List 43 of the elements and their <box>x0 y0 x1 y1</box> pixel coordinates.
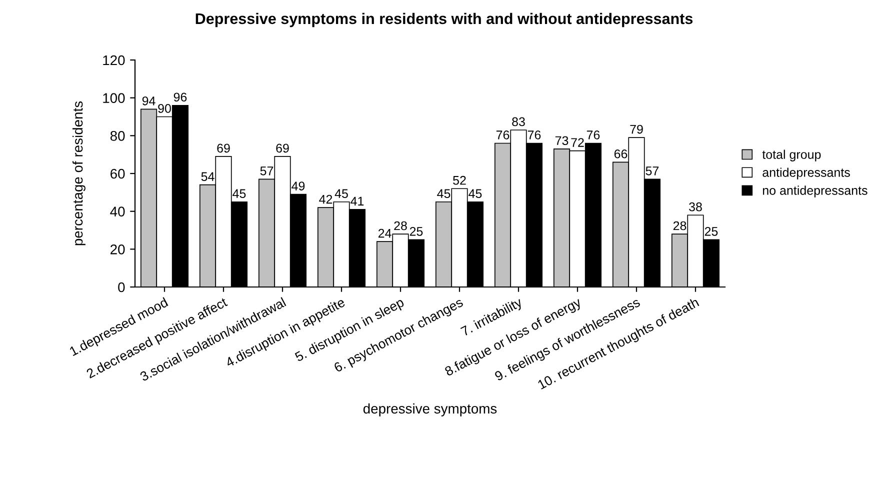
y-tick-label: 40 <box>110 206 125 217</box>
data-label: 41 <box>350 196 364 206</box>
data-label: 76 <box>586 130 600 140</box>
data-label: 66 <box>614 149 628 158</box>
data-label: 90 <box>158 104 171 113</box>
data-label: 73 <box>555 136 568 146</box>
data-label: 49 <box>292 182 305 190</box>
data-label: 69 <box>217 144 230 153</box>
data-label: 83 <box>512 117 525 126</box>
data-label: 57 <box>646 166 659 176</box>
y-tick-label: 80 <box>110 131 125 141</box>
data-label: 45 <box>437 189 450 198</box>
data-label: 69 <box>276 144 289 153</box>
data-label: 25 <box>704 226 718 236</box>
data-label: 76 <box>496 130 510 140</box>
data-label: 76 <box>528 130 541 140</box>
data-label: 45 <box>334 189 348 198</box>
y-tick-label: 20 <box>110 244 125 254</box>
y-tick-label: 120 <box>103 55 125 66</box>
data-label: 79 <box>630 124 643 134</box>
y-tick-label: 100 <box>103 93 125 104</box>
data-label: 25 <box>410 226 423 236</box>
legend-label: total group <box>762 150 821 162</box>
data-label: 28 <box>394 221 407 230</box>
data-label: 42 <box>319 194 332 204</box>
data-label: 96 <box>174 92 187 102</box>
data-label: 57 <box>260 166 274 176</box>
chart-title: Depressive symptoms in residents with and without antidepressants <box>196 12 693 28</box>
y-axis-title: percentage of residents <box>72 101 86 246</box>
data-label: 24 <box>378 228 392 238</box>
data-label: 52 <box>453 176 466 185</box>
y-tick-label: 0 <box>118 282 125 292</box>
data-label: 94 <box>142 96 156 106</box>
data-label: 45 <box>232 189 246 198</box>
data-label: 54 <box>201 172 214 181</box>
data-label: 38 <box>689 202 702 212</box>
data-label: 72 <box>571 138 584 147</box>
legend-label: antidepressants <box>762 168 850 180</box>
legend-label: no antidepressants <box>762 186 868 198</box>
data-label: 45 <box>468 189 482 198</box>
data-label: 28 <box>673 221 686 230</box>
y-tick-label: 60 <box>110 168 125 179</box>
x-axis-title: depressive symptoms <box>363 403 497 416</box>
